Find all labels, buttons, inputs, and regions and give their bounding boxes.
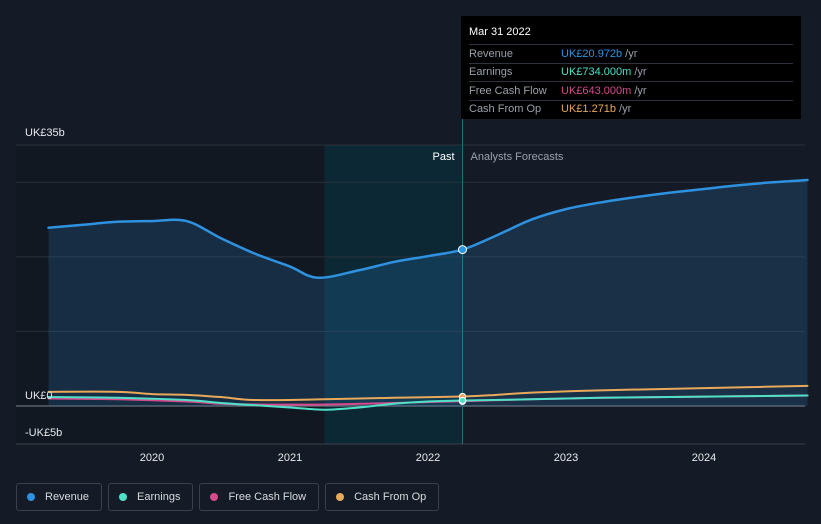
series-line-earnings [47, 394, 809, 411]
legend-dot-icon [210, 493, 219, 501]
tooltip-label: Earnings [469, 66, 513, 79]
x-tick-label: 2024 [692, 452, 716, 464]
tooltip-unit: /yr [634, 66, 647, 79]
tooltip-row-cash-from-op: Cash From Op UK£1.271b /yr [469, 99, 793, 119]
tooltip-value: UK£643.000m [561, 84, 632, 97]
legend-label: Cash From Op [354, 491, 427, 503]
tooltip-label: Cash From Op [469, 103, 542, 116]
forecast-label: Analysts Forecasts [471, 151, 564, 163]
legend-label: Free Cash Flow [228, 491, 307, 503]
legend-label: Earnings [137, 491, 181, 503]
tooltip-row-earnings: Earnings UK£734.000m /yr [469, 62, 793, 82]
y-tick-label: -UK£5b [25, 427, 62, 439]
past-label: Past [432, 151, 454, 163]
y-tick-label: UK£0 [25, 390, 53, 402]
legend: Revenue Earnings Free Cash Flow Cash Fro… [16, 483, 440, 511]
tooltip-unit: /yr [619, 103, 632, 116]
x-tick-label: 2020 [140, 452, 164, 464]
legend-label: Revenue [45, 491, 90, 503]
legend-dot-icon [336, 493, 345, 501]
marker-earnings [458, 396, 467, 405]
tooltip-value: UK£20.972b [561, 47, 623, 60]
tooltip: Mar 31 2022 Revenue UK£20.972b /yr Earni… [461, 16, 801, 119]
legend-dot-icon [27, 493, 35, 501]
series-line-cash-from-op [47, 384, 809, 402]
x-tick-label: 2023 [554, 452, 578, 464]
legend-item-earnings[interactable]: Earnings [108, 483, 194, 511]
revenue-area [48, 180, 808, 406]
legend-item-cash-from-op[interactable]: Cash From Op [325, 483, 440, 511]
tooltip-unit: /yr [625, 47, 638, 60]
tooltip-row-revenue: Revenue UK£20.972b /yr [469, 44, 793, 63]
tooltip-value: UK£734.000m [561, 66, 632, 79]
legend-item-revenue[interactable]: Revenue [16, 483, 103, 511]
legend-dot-icon [119, 493, 128, 501]
tooltip-date: Mar 31 2022 [469, 26, 531, 38]
tooltip-label: Free Cash Flow [469, 84, 547, 97]
series-line-revenue [47, 178, 809, 279]
x-tick-label: 2022 [416, 452, 440, 464]
legend-item-free-cash-flow[interactable]: Free Cash Flow [199, 483, 320, 511]
x-tick-label: 2021 [278, 452, 302, 464]
tooltip-label: Revenue [469, 47, 514, 60]
past-region [324, 145, 463, 444]
tooltip-row-free-cash-flow: Free Cash Flow UK£643.000m /yr [469, 81, 793, 100]
tooltip-value: UK£1.271b [561, 103, 617, 116]
marker-revenue [458, 245, 467, 255]
y-tick-label: UK£35b [25, 127, 65, 139]
tooltip-unit: /yr [634, 84, 647, 97]
